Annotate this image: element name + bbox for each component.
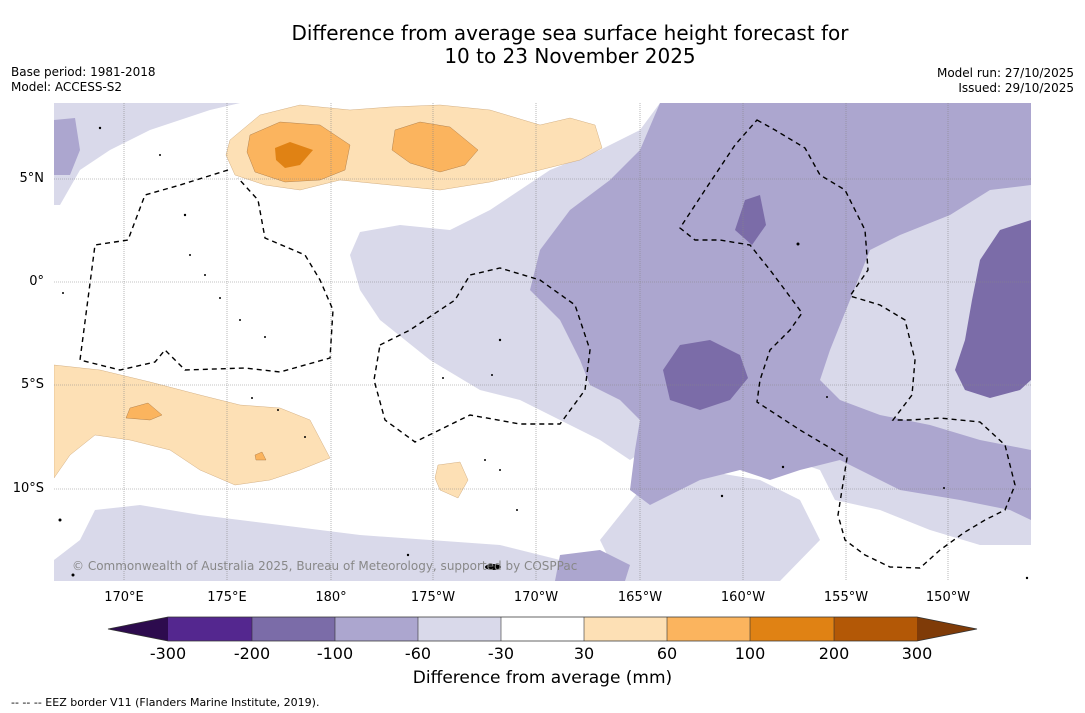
lon-label: 170°W bbox=[513, 590, 559, 605]
colorbar-segment bbox=[335, 617, 418, 641]
colorbar-segment bbox=[584, 617, 667, 641]
eez-legend: -- -- -- EEZ border V11 (Flanders Marine… bbox=[11, 696, 320, 709]
colorbar-tick: 100 bbox=[734, 644, 766, 663]
colorbar-segment bbox=[834, 617, 917, 641]
base-period: Base period: 1981-2018 bbox=[11, 65, 156, 79]
map-plot-area bbox=[54, 103, 1031, 581]
title-line-1: Difference from average sea surface heig… bbox=[291, 21, 849, 45]
contour-pos-dark bbox=[275, 142, 313, 168]
colorbar-extend-max bbox=[917, 617, 977, 641]
colorbar-tick: -100 bbox=[316, 644, 354, 663]
lon-label: 175°E bbox=[207, 590, 247, 605]
lat-label: 0° bbox=[29, 274, 44, 289]
colorbar-segment bbox=[750, 617, 834, 641]
colorbar-tick: -30 bbox=[487, 644, 515, 663]
lat-label: 5°S bbox=[20, 377, 44, 392]
colorbar-tick: -60 bbox=[404, 644, 432, 663]
copyright-notice: © Commonwealth of Australia 2025, Bureau… bbox=[72, 559, 578, 573]
colorbar bbox=[107, 616, 978, 642]
colorbar-segment bbox=[252, 617, 335, 641]
colorbar-tick: -300 bbox=[149, 644, 187, 663]
lon-label: 170°E bbox=[104, 590, 144, 605]
colorbar-label: Difference from average (mm) bbox=[412, 668, 673, 688]
meta-left: Base period: 1981-2018 Model: ACCESS-S2 bbox=[11, 65, 156, 95]
meta-right: Model run: 27/10/2025 Issued: 29/10/2025 bbox=[937, 66, 1074, 96]
colorbar-tick: 60 bbox=[656, 644, 678, 663]
colorbar-segment bbox=[667, 617, 750, 641]
colorbar-tick: -200 bbox=[233, 644, 271, 663]
colorbar-tick: 200 bbox=[818, 644, 850, 663]
map-title: Difference from average sea surface heig… bbox=[0, 22, 1085, 68]
lon-label: 155°W bbox=[823, 590, 869, 605]
colorbar-extend-min bbox=[108, 617, 168, 641]
lon-label: 180° bbox=[315, 590, 347, 605]
lon-label: 160°W bbox=[720, 590, 766, 605]
title-line-2: 10 to 23 November 2025 bbox=[444, 44, 696, 68]
issued-date: Issued: 29/10/2025 bbox=[958, 81, 1074, 95]
contour-neg-dark bbox=[663, 195, 1031, 410]
islands bbox=[58, 126, 1029, 580]
colorbar-segment bbox=[501, 617, 584, 641]
lon-label: 150°W bbox=[925, 590, 971, 605]
model-name: Model: ACCESS-S2 bbox=[11, 80, 123, 94]
lat-label: 5°N bbox=[19, 171, 45, 186]
colorbar-segment bbox=[168, 617, 252, 641]
eez-borders bbox=[79, 119, 1016, 569]
colorbar-segment bbox=[418, 617, 501, 641]
lat-label: 10°S bbox=[12, 481, 44, 496]
colorbar-tick: 300 bbox=[901, 644, 933, 663]
lon-label: 165°W bbox=[617, 590, 663, 605]
lon-label: 175°W bbox=[410, 590, 456, 605]
model-run: Model run: 27/10/2025 bbox=[936, 66, 1074, 80]
contour-neg-medium bbox=[54, 103, 1031, 581]
colorbar-tick: 30 bbox=[573, 644, 595, 663]
